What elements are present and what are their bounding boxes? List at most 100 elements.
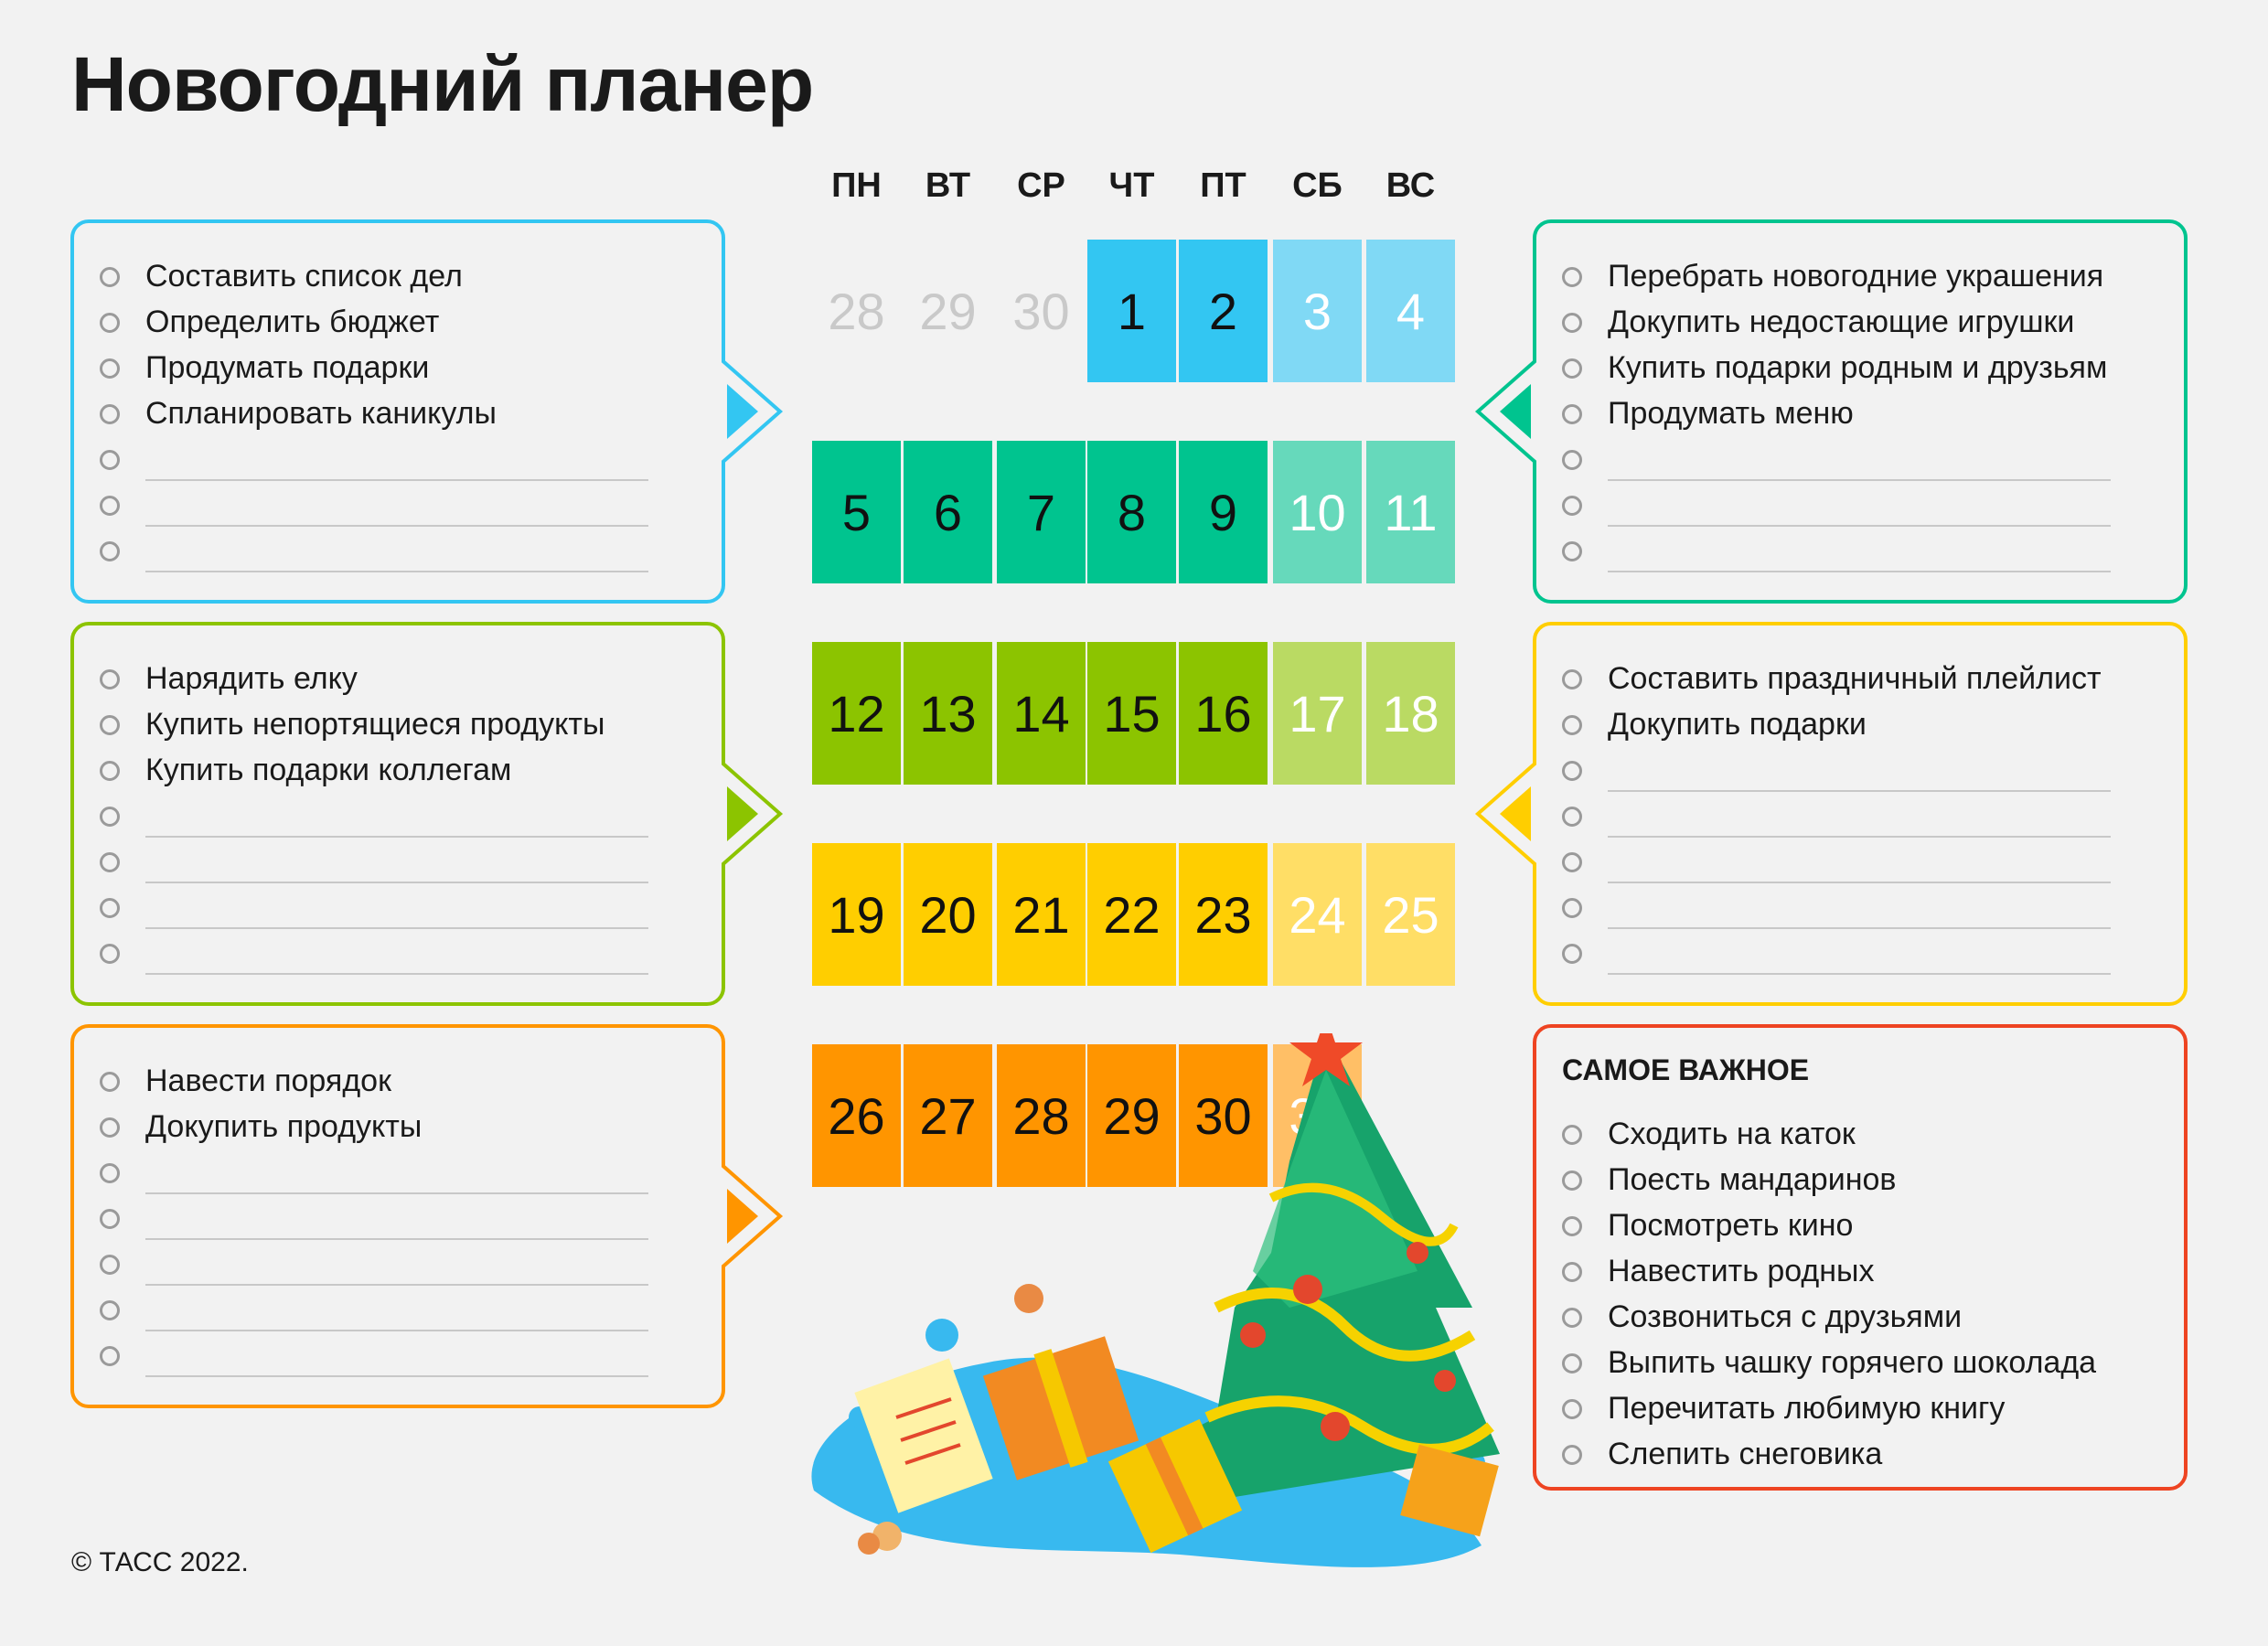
task-item[interactable]: Спланировать каникулы — [74, 393, 722, 439]
checkbox-circle-icon[interactable] — [1562, 1262, 1582, 1282]
checkbox-circle-icon[interactable] — [1562, 450, 1582, 470]
task-item[interactable] — [74, 530, 722, 576]
checkbox-circle-icon[interactable] — [100, 358, 120, 379]
checkbox-circle-icon[interactable] — [100, 1163, 120, 1183]
empty-task-line[interactable] — [1608, 836, 2111, 838]
checkbox-circle-icon[interactable] — [100, 1300, 120, 1320]
checkbox-circle-icon[interactable] — [100, 541, 120, 561]
task-item[interactable] — [74, 887, 722, 933]
task-item[interactable]: Слепить снеговика — [1536, 1434, 2184, 1480]
empty-task-line[interactable] — [1608, 790, 2111, 792]
checkbox-circle-icon[interactable] — [100, 1209, 120, 1229]
task-item[interactable]: Составить список дел — [74, 256, 722, 302]
checkbox-circle-icon[interactable] — [1562, 1445, 1582, 1465]
task-item[interactable] — [74, 1198, 722, 1244]
checkbox-circle-icon[interactable] — [1562, 1399, 1582, 1419]
empty-task-line[interactable] — [1608, 882, 2111, 883]
checkbox-circle-icon[interactable] — [1562, 1308, 1582, 1328]
checkbox-circle-icon[interactable] — [100, 450, 120, 470]
task-item[interactable] — [74, 1335, 722, 1381]
empty-task-line[interactable] — [1608, 479, 2111, 481]
task-item[interactable] — [74, 1152, 722, 1198]
task-item[interactable] — [74, 1289, 722, 1335]
task-item[interactable]: Составить праздничный плейлист — [1536, 658, 2184, 704]
empty-task-line[interactable] — [145, 973, 648, 975]
task-item[interactable] — [1536, 841, 2184, 887]
task-item[interactable]: Купить непортящиеся продукты — [74, 704, 722, 750]
checkbox-circle-icon[interactable] — [1562, 404, 1582, 424]
empty-task-line[interactable] — [145, 1284, 648, 1286]
task-item[interactable] — [1536, 439, 2184, 485]
checkbox-circle-icon[interactable] — [1562, 761, 1582, 781]
checkbox-circle-icon[interactable] — [1562, 807, 1582, 827]
task-item[interactable]: Продумать подарки — [74, 347, 722, 393]
checkbox-circle-icon[interactable] — [1562, 313, 1582, 333]
empty-task-line[interactable] — [145, 927, 648, 929]
empty-task-line[interactable] — [145, 882, 648, 883]
task-item[interactable] — [74, 439, 722, 485]
task-item[interactable] — [1536, 887, 2184, 933]
task-item[interactable]: Докупить недостающие игрушки — [1536, 302, 2184, 347]
checkbox-circle-icon[interactable] — [1562, 1125, 1582, 1145]
task-item[interactable]: Навести порядок — [74, 1061, 722, 1106]
task-item[interactable]: Выпить чашку горячего шоколада — [1536, 1342, 2184, 1388]
empty-task-line[interactable] — [145, 1375, 648, 1377]
empty-task-line[interactable] — [1608, 571, 2111, 572]
checkbox-circle-icon[interactable] — [100, 1072, 120, 1092]
task-item[interactable]: Созвониться с друзьями — [1536, 1297, 2184, 1342]
checkbox-circle-icon[interactable] — [1562, 358, 1582, 379]
checkbox-circle-icon[interactable] — [100, 807, 120, 827]
checkbox-circle-icon[interactable] — [1562, 898, 1582, 918]
checkbox-circle-icon[interactable] — [100, 313, 120, 333]
checkbox-circle-icon[interactable] — [100, 1255, 120, 1275]
task-item[interactable] — [74, 485, 722, 530]
checkbox-circle-icon[interactable] — [100, 715, 120, 735]
checkbox-circle-icon[interactable] — [100, 1346, 120, 1366]
task-item[interactable]: Докупить продукты — [74, 1106, 722, 1152]
empty-task-line[interactable] — [145, 479, 648, 481]
task-item[interactable]: Продумать меню — [1536, 393, 2184, 439]
task-item[interactable] — [74, 1244, 722, 1289]
empty-task-line[interactable] — [145, 1192, 648, 1194]
task-item[interactable] — [1536, 485, 2184, 530]
task-item[interactable]: Посмотреть кино — [1536, 1205, 2184, 1251]
empty-task-line[interactable] — [145, 1238, 648, 1240]
task-item[interactable]: Купить подарки коллегам — [74, 750, 722, 796]
checkbox-circle-icon[interactable] — [1562, 267, 1582, 287]
checkbox-circle-icon[interactable] — [100, 898, 120, 918]
task-item[interactable] — [1536, 796, 2184, 841]
task-item[interactable]: Докупить подарки — [1536, 704, 2184, 750]
task-item[interactable] — [1536, 530, 2184, 576]
checkbox-circle-icon[interactable] — [1562, 1216, 1582, 1236]
checkbox-circle-icon[interactable] — [1562, 852, 1582, 872]
task-item[interactable]: Купить подарки родным и друзьям — [1536, 347, 2184, 393]
task-item[interactable] — [74, 933, 722, 978]
empty-task-line[interactable] — [145, 1330, 648, 1331]
task-item[interactable]: Нарядить елку — [74, 658, 722, 704]
checkbox-circle-icon[interactable] — [1562, 496, 1582, 516]
task-item[interactable]: Навестить родных — [1536, 1251, 2184, 1297]
task-item[interactable]: Определить бюджет — [74, 302, 722, 347]
checkbox-circle-icon[interactable] — [100, 944, 120, 964]
empty-task-line[interactable] — [1608, 927, 2111, 929]
checkbox-circle-icon[interactable] — [1562, 715, 1582, 735]
checkbox-circle-icon[interactable] — [1562, 1353, 1582, 1373]
empty-task-line[interactable] — [1608, 525, 2111, 527]
task-item[interactable] — [1536, 933, 2184, 978]
empty-task-line[interactable] — [145, 571, 648, 572]
empty-task-line[interactable] — [145, 836, 648, 838]
checkbox-circle-icon[interactable] — [1562, 1170, 1582, 1191]
checkbox-circle-icon[interactable] — [100, 267, 120, 287]
checkbox-circle-icon[interactable] — [1562, 944, 1582, 964]
checkbox-circle-icon[interactable] — [100, 852, 120, 872]
task-item[interactable] — [1536, 750, 2184, 796]
task-item[interactable] — [74, 841, 722, 887]
task-item[interactable] — [74, 796, 722, 841]
task-item[interactable]: Поесть мандаринов — [1536, 1160, 2184, 1205]
checkbox-circle-icon[interactable] — [1562, 541, 1582, 561]
task-item[interactable]: Перечитать любимую книгу — [1536, 1388, 2184, 1434]
checkbox-circle-icon[interactable] — [100, 1117, 120, 1138]
checkbox-circle-icon[interactable] — [1562, 669, 1582, 689]
task-item[interactable]: Сходить на каток — [1536, 1114, 2184, 1160]
checkbox-circle-icon[interactable] — [100, 669, 120, 689]
